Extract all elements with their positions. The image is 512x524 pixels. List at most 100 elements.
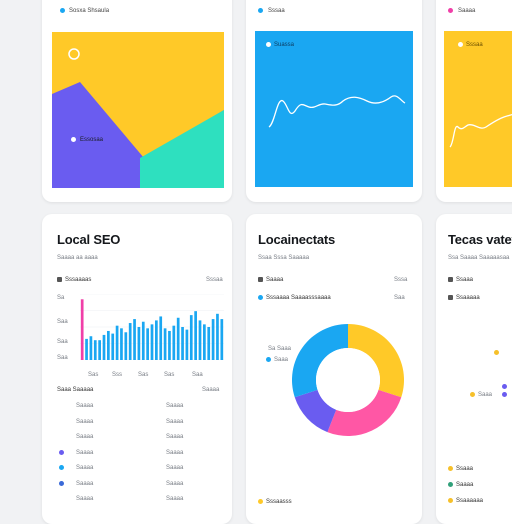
bar bbox=[93, 340, 97, 360]
donut-slice bbox=[327, 389, 402, 436]
scatter-point bbox=[494, 350, 499, 355]
bar-chart bbox=[80, 294, 224, 360]
bar bbox=[102, 334, 106, 360]
legend-label: Ssaaa bbox=[456, 277, 474, 283]
card-top-2: Sssaa Suassa bbox=[246, 0, 422, 202]
bar bbox=[181, 327, 184, 360]
table-row-value: Saaaa bbox=[166, 403, 184, 409]
bar bbox=[216, 313, 219, 360]
card-title: Locainectats bbox=[258, 232, 336, 247]
table-row-name: Saaaa bbox=[76, 480, 94, 487]
pie-label: Sa Saaa bbox=[268, 346, 292, 352]
row-dot bbox=[59, 465, 64, 470]
card-top-1: Sosxa Shsaula Essosaa bbox=[42, 0, 232, 202]
table-row-name: Saaaa bbox=[76, 449, 94, 456]
bar bbox=[111, 333, 115, 360]
bar bbox=[124, 332, 128, 360]
legend-dot bbox=[266, 42, 271, 47]
bottom-label: Ssaaaaaa bbox=[456, 498, 484, 504]
y-tick: Saa bbox=[57, 339, 68, 345]
legend-dot bbox=[266, 357, 271, 362]
bar bbox=[198, 320, 202, 360]
legend-dot bbox=[258, 295, 263, 300]
table-row-value: Saaaa bbox=[166, 418, 184, 425]
bar bbox=[159, 316, 163, 360]
card-subtitle: Ssa Saaaa Saaaaasaa bbox=[448, 255, 510, 261]
donut-slice bbox=[294, 389, 337, 433]
scatter-point bbox=[502, 392, 507, 397]
bar bbox=[194, 311, 197, 360]
legend-right: Sssaa bbox=[206, 277, 223, 283]
x-tick: Sas bbox=[138, 372, 149, 378]
legend-label: Sssaaaa Saaaasssaaaa bbox=[266, 295, 331, 301]
bar bbox=[115, 325, 119, 360]
legend-icon bbox=[57, 277, 62, 282]
tile-background bbox=[444, 31, 512, 187]
legend-right: Sssa bbox=[394, 277, 408, 283]
line-series bbox=[449, 113, 512, 148]
legend-dot bbox=[258, 499, 263, 504]
row-dot bbox=[59, 480, 64, 486]
bar bbox=[220, 319, 224, 360]
donut-hole bbox=[316, 348, 380, 412]
row-dot bbox=[59, 449, 64, 455]
bar bbox=[107, 330, 110, 360]
table-header-left: Saaa Saaaaa bbox=[57, 387, 94, 393]
table-row-value: Saaaa bbox=[166, 480, 184, 487]
chart-icon bbox=[60, 8, 65, 13]
legend-dot bbox=[448, 498, 453, 503]
card-top-3: Saaaa Sssaa bbox=[436, 0, 512, 202]
legend-icon bbox=[448, 295, 453, 300]
y-tick: Saa bbox=[57, 319, 68, 325]
table-row-name: Saaaa bbox=[76, 496, 94, 502]
legend-dot bbox=[448, 482, 453, 487]
y-tick: Saa bbox=[57, 355, 68, 361]
card-subtitle: Saaaa aa aaaa bbox=[57, 255, 98, 261]
bar bbox=[163, 328, 167, 360]
legend-icon bbox=[448, 277, 453, 282]
bar bbox=[80, 299, 84, 360]
bar bbox=[120, 328, 123, 360]
hill-shape bbox=[140, 110, 224, 188]
table-header-right: Saaaa bbox=[202, 387, 220, 393]
bar bbox=[128, 323, 132, 360]
table-row-name: Saaaa bbox=[76, 418, 94, 425]
legend-label: Sssaaaas bbox=[65, 277, 92, 283]
card-title: Sosxa Shsaula bbox=[69, 8, 110, 14]
y-tick: Sa bbox=[57, 295, 65, 301]
chart-icon bbox=[258, 8, 263, 13]
bar bbox=[168, 330, 171, 360]
x-tick: Sss bbox=[112, 372, 123, 378]
table-row-name: Saaaa bbox=[76, 434, 94, 440]
bar bbox=[207, 327, 211, 360]
bar bbox=[172, 325, 176, 360]
bar bbox=[150, 324, 154, 360]
table-row-value: Saaaa bbox=[166, 465, 184, 471]
table-row-value: Saaaa bbox=[166, 496, 184, 502]
table-row-name: Saaaa bbox=[76, 465, 94, 471]
legend-label: Saaaa bbox=[266, 277, 284, 283]
bar bbox=[133, 319, 136, 360]
line-series bbox=[268, 95, 406, 128]
legend-label: Ssaaaaa bbox=[456, 295, 480, 301]
tile-image-illustration bbox=[52, 32, 224, 188]
card-locations: Locainectats Ssaa Sssa Saaaaa Saaaa Sssa… bbox=[246, 214, 422, 524]
x-tick: Sas bbox=[164, 372, 175, 378]
bar bbox=[176, 317, 180, 360]
scatter-point bbox=[502, 384, 507, 389]
x-tick: Saa bbox=[192, 372, 203, 378]
sun-icon bbox=[68, 48, 80, 60]
line-chart-tile bbox=[444, 31, 512, 187]
card-third: Tecas vatevi Ssa Saaaa Saaaaasaa Ssaaa S… bbox=[436, 214, 512, 524]
bottom-label: Ssaaa bbox=[456, 466, 474, 472]
line-chart-tile bbox=[255, 31, 413, 187]
bar bbox=[189, 315, 193, 360]
bar bbox=[185, 329, 189, 360]
table-row-value: Saaaa bbox=[166, 434, 184, 440]
legend-dot bbox=[448, 466, 453, 471]
bottom-label: Sssaasss bbox=[266, 499, 292, 505]
legend-dot bbox=[71, 137, 76, 142]
card-subtitle: Ssaa Sssa Saaaaa bbox=[258, 255, 310, 261]
legend-right: Saa bbox=[394, 295, 405, 301]
table-row-value: Saaaa bbox=[166, 449, 184, 456]
